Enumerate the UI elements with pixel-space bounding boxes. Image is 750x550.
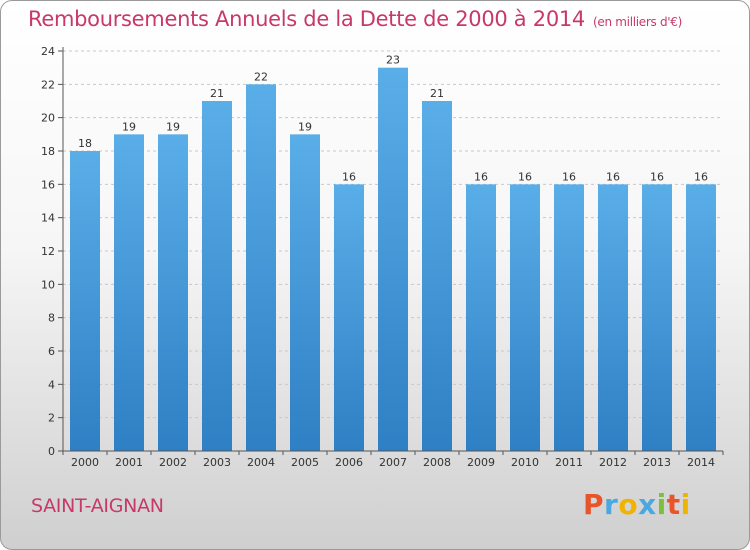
bar-2007 — [378, 67, 408, 452]
logo-letter: i — [680, 488, 691, 521]
y-tick-label: 18 — [41, 145, 55, 158]
bar-2004 — [246, 84, 276, 451]
value-label-2000: 18 — [78, 137, 92, 150]
bar-2006 — [334, 184, 364, 452]
bar-2003 — [202, 101, 232, 451]
x-tick-label: 2006 — [335, 456, 363, 469]
x-tick-label: 2007 — [379, 456, 407, 469]
value-label-2001: 19 — [122, 120, 136, 133]
x-tick-label: 2013 — [643, 456, 671, 469]
value-label-2005: 19 — [298, 120, 312, 133]
x-tick-label: 2011 — [555, 456, 583, 469]
bar-2005 — [290, 134, 320, 452]
x-tick-label: 2002 — [159, 456, 187, 469]
bar-layer — [70, 67, 716, 452]
y-tick-label: 0 — [48, 445, 55, 458]
y-tick-label: 22 — [41, 78, 55, 91]
chart-subtitle: (en milliers d'€) — [593, 15, 683, 29]
value-label-2002: 19 — [166, 120, 180, 133]
logo-letter: x — [638, 488, 657, 521]
value-label-2008: 21 — [430, 87, 444, 100]
value-label-2003: 21 — [210, 87, 224, 100]
logo-letter: o — [618, 488, 639, 521]
bar-2011 — [554, 184, 584, 452]
x-tick-label: 2008 — [423, 456, 451, 469]
value-label-2007: 23 — [386, 54, 400, 67]
value-label-2006: 16 — [342, 170, 356, 183]
y-tick-label: 16 — [41, 178, 55, 191]
value-label-2010: 16 — [518, 170, 532, 183]
y-tick-label: 6 — [48, 345, 55, 358]
y-tick-label: 10 — [41, 278, 55, 291]
logo-letter: t — [666, 488, 681, 521]
y-tick-label: 2 — [48, 412, 55, 425]
chart-title-text: Remboursements Annuels de la Dette de 20… — [28, 7, 585, 31]
bar-2001 — [114, 134, 144, 452]
y-tick-label: 20 — [41, 112, 55, 125]
bar-2010 — [510, 184, 540, 452]
value-label-2012: 16 — [606, 170, 620, 183]
logo-letter: i — [656, 488, 667, 521]
chart-title: Remboursements Annuels de la Dette de 20… — [28, 7, 682, 31]
bar-2009 — [466, 184, 496, 452]
y-tick-label: 24 — [41, 45, 55, 58]
commune-name: SAINT-AIGNAN — [31, 495, 164, 517]
y-tick-label: 14 — [41, 212, 55, 225]
x-tick-label: 2000 — [71, 456, 99, 469]
value-label-2009: 16 — [474, 170, 488, 183]
y-tick-label: 4 — [48, 378, 55, 391]
x-tick-label: 2012 — [599, 456, 627, 469]
value-label-2011: 16 — [562, 170, 576, 183]
logo-letter: P — [583, 488, 605, 521]
logo-letter: r — [604, 488, 619, 521]
x-tick-label: 2004 — [247, 456, 275, 469]
value-label-2004: 22 — [254, 70, 268, 83]
bar-2000 — [70, 151, 100, 451]
x-tick-label: 2005 — [291, 456, 319, 469]
x-tick-label: 2010 — [511, 456, 539, 469]
y-tick-label: 12 — [41, 245, 55, 258]
value-label-layer: 18 19 19 21 22 19 16 23 21 16 16 16 16 16 16 — [78, 54, 708, 184]
proxiti-logo: Proxiti — [583, 488, 691, 521]
value-label-2013: 16 — [650, 170, 664, 183]
value-label-2014: 16 — [694, 170, 708, 183]
x-tick-label: 2014 — [687, 456, 715, 469]
y-tick-label: 8 — [48, 312, 55, 325]
bar-2002 — [158, 134, 188, 452]
x-tick-label: 2009 — [467, 456, 495, 469]
bar-2013 — [642, 184, 672, 452]
x-tick-label: 2003 — [203, 456, 231, 469]
bar-2008 — [422, 101, 452, 451]
x-tick-label: 2001 — [115, 456, 143, 469]
bar-2012 — [598, 184, 628, 452]
bar-2014 — [686, 184, 716, 452]
